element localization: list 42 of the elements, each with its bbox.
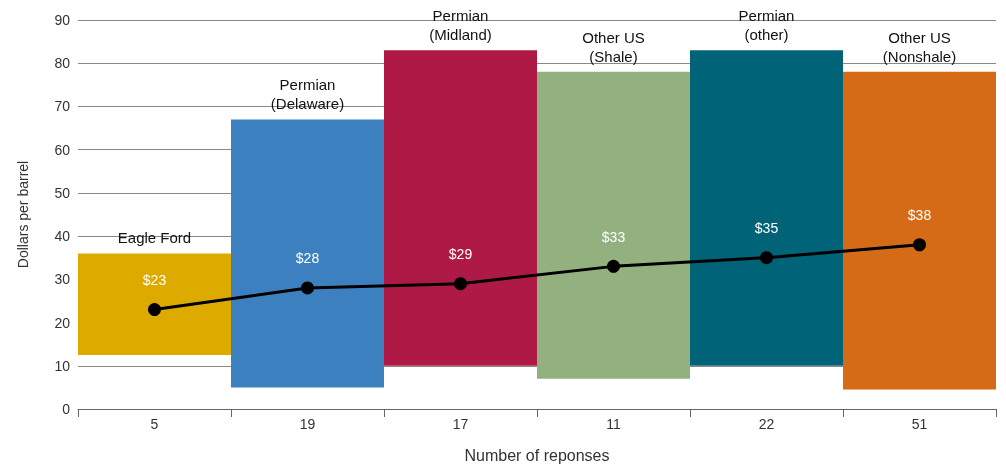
y-tick-label: 80: [54, 55, 71, 72]
x-tick-label: 22: [758, 416, 775, 432]
x-tick-label: 51: [911, 416, 928, 432]
point: [301, 281, 314, 295]
annotation: Eagle Ford: [117, 229, 192, 247]
point: [454, 277, 467, 291]
x-tick-label: 19: [299, 416, 316, 432]
y-tick-label: 90: [54, 12, 71, 28]
data-label: $33: [601, 228, 626, 245]
y-tick-label: 20: [54, 314, 71, 331]
data-label: $28: [295, 250, 320, 267]
bar: [843, 71, 996, 390]
annotation: Permian (Midland): [429, 7, 492, 44]
x-tick-label: 5: [150, 416, 159, 432]
data-label: $35: [754, 220, 779, 237]
annotation: Permian (Delaware): [270, 76, 345, 113]
x-axis-title: Number of reponses: [464, 446, 610, 464]
annotation: Permian (other): [738, 7, 795, 44]
x-tick-label: 11: [606, 416, 621, 432]
point: [913, 238, 926, 252]
bar: [384, 50, 537, 366]
y-tick-label: 30: [54, 271, 71, 288]
y-tick-label: 60: [54, 141, 71, 158]
point: [607, 259, 620, 273]
bar: [537, 71, 690, 379]
y-tick-label: 50: [54, 184, 71, 201]
y-axis-title: Dollars per barrel: [15, 160, 31, 269]
y-tick-label: 40: [54, 228, 71, 245]
bar: [231, 119, 384, 388]
y-tick-label: 0: [62, 401, 71, 417]
y-tick-label: 10: [54, 357, 71, 374]
annotation: Other US (Nonshale): [882, 28, 957, 65]
bar: [690, 50, 843, 366]
data-label: $29: [448, 246, 473, 263]
x-tick-label: 17: [452, 416, 469, 432]
data-label: $23: [142, 272, 167, 289]
point: [148, 303, 161, 317]
data-label: $38: [907, 207, 932, 224]
y-tick-label: 70: [54, 98, 71, 115]
annotation: Other US (Shale): [582, 28, 645, 65]
point: [760, 251, 773, 265]
bar: [78, 253, 231, 355]
